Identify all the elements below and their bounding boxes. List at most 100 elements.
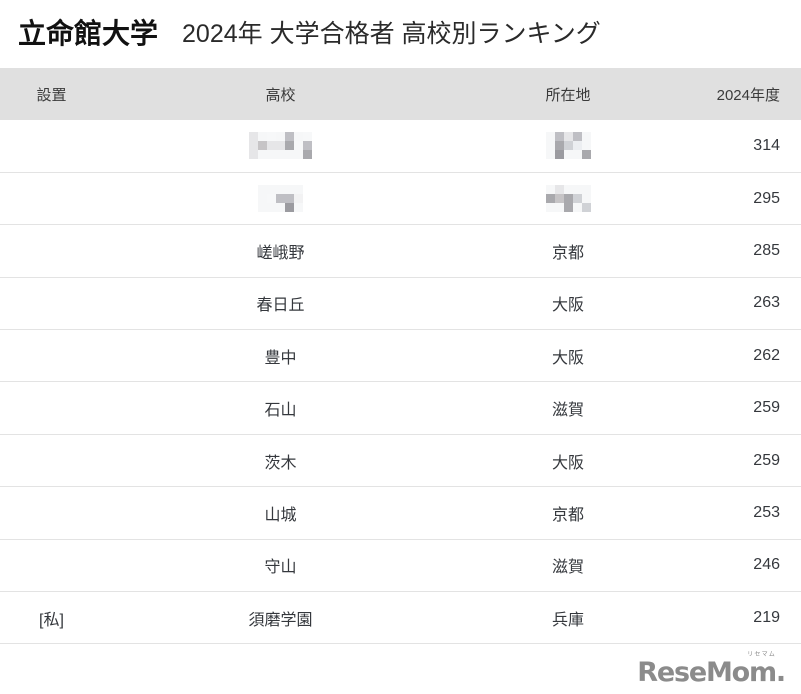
cell-count: 262 (753, 346, 780, 364)
mosaic-pixel (554, 203, 564, 213)
mosaic-pixel (294, 132, 303, 142)
mosaic-pixel (294, 141, 303, 151)
cell-prefecture: 兵庫 (551, 611, 584, 629)
mosaic-pixel (563, 203, 573, 213)
mosaic-pixel (267, 132, 276, 142)
cell-prefecture: 大阪 (551, 349, 584, 367)
table-row: 314 (0, 120, 801, 173)
cell-school: 守山 (264, 559, 297, 577)
mosaic-pixel (545, 150, 555, 160)
mosaic-pixel (249, 132, 258, 142)
mosaic-pixel (276, 194, 285, 204)
mosaic-pixel (581, 150, 591, 160)
mosaic-pixel (581, 185, 591, 195)
cell-prefecture: 滋賀 (551, 559, 584, 577)
mosaic-pixel (258, 194, 267, 204)
cell-school: 須磨学園 (248, 611, 313, 629)
mosaic-pixel (258, 141, 267, 151)
cell-prefecture: 京都 (551, 244, 584, 262)
mosaic-pixel (285, 194, 294, 204)
table-row: 守山 滋賀 246 (0, 539, 801, 592)
mosaic-pixel (572, 185, 582, 195)
cell-school: 石山 (264, 402, 297, 420)
mosaic-pixel (545, 185, 555, 195)
mosaic-pixel (285, 132, 294, 142)
mosaic-pixel (554, 132, 564, 142)
cell-school: 茨木 (264, 454, 297, 472)
column-header-prefecture: 所在地 (545, 86, 591, 104)
mosaic-pixel (563, 132, 573, 142)
mosaic-pixel (276, 132, 285, 142)
cell-prefecture (458, 120, 678, 172)
cell-type: [私] (39, 611, 64, 629)
cell-school: 春日丘 (256, 297, 305, 315)
mosaic-pixel (285, 203, 294, 213)
page-footer: リセマム ReseMom. (0, 644, 801, 693)
table-row: 石山 滋賀 259 (0, 381, 801, 435)
mosaic-pixel (572, 150, 582, 160)
mosaic-pixel (554, 150, 564, 160)
table-row: 豊中 大阪 262 (0, 329, 801, 382)
mosaic-pixel (563, 150, 573, 160)
mosaic-pixel (267, 185, 276, 195)
mosaic-pixel (581, 132, 591, 142)
mosaic-pixel (545, 194, 555, 204)
mosaic-pixel (572, 141, 582, 151)
mosaic-pixel (303, 150, 312, 160)
cell-type (0, 434, 103, 486)
mosaic-pixel (554, 185, 564, 195)
cell-count: 253 (753, 503, 780, 521)
mosaic-pixel (276, 150, 285, 160)
mosaic-pixel (249, 141, 258, 151)
mosaic-pixel (285, 141, 294, 151)
mosaic-pixel (554, 141, 564, 151)
mosaic-pixel (554, 194, 564, 204)
mosaic-pixel (545, 203, 555, 213)
resemom-logo: リセマム ReseMom. (637, 652, 786, 686)
mosaic-pixel (303, 132, 312, 142)
cell-type (0, 330, 103, 382)
mosaic-pixel (572, 132, 582, 142)
cell-type (0, 172, 103, 224)
cell-count: 219 (753, 608, 780, 626)
mosaic-pixel (581, 194, 591, 204)
mosaic-pixel (563, 194, 573, 204)
mosaic-pixel (267, 150, 276, 160)
cell-type (0, 225, 103, 277)
ranking-table: 設置 高校 所在地 2024年度 314 295 嵯峨野 京都 285 春日丘 大阪 263 豊… (0, 68, 801, 644)
table-body: 314 295 嵯峨野 京都 285 春日丘 大阪 263 豊中 大阪 262 石山 滋賀 259 茨木 大阪… (0, 120, 801, 644)
cell-count: 259 (753, 451, 780, 469)
mosaic-pixel (545, 141, 555, 151)
cell-prefecture (458, 172, 678, 224)
censored-mosaic (545, 185, 591, 213)
mosaic-pixel (545, 132, 555, 142)
cell-school (103, 120, 458, 172)
cell-count: 263 (753, 294, 780, 312)
mosaic-pixel (563, 185, 573, 195)
table-row: 嵯峨野 京都 285 (0, 224, 801, 278)
table-row: 山城 京都 253 (0, 486, 801, 540)
mosaic-pixel (294, 150, 303, 160)
mosaic-pixel (258, 150, 267, 160)
table-header: 設置 高校 所在地 2024年度 (0, 68, 801, 120)
mosaic-pixel (276, 141, 285, 151)
mosaic-pixel (581, 203, 591, 213)
table-row: 295 (0, 172, 801, 225)
logo-ruby-text: リセマム (747, 652, 776, 659)
page-subtitle: 2024年 大学合格者 高校別ランキング (182, 19, 601, 48)
cell-prefecture: 大阪 (551, 454, 584, 472)
cell-school: 嵯峨野 (256, 244, 305, 262)
mosaic-pixel (572, 194, 582, 204)
column-header-count: 2024年度 (716, 86, 780, 104)
mosaic-pixel (572, 203, 582, 213)
table-row: 春日丘 大阪 263 (0, 277, 801, 330)
table-row: [私] 須磨学園 兵庫 219 (0, 591, 801, 644)
mosaic-pixel (258, 132, 267, 142)
mosaic-pixel (276, 185, 285, 195)
cell-count: 285 (753, 241, 780, 259)
mosaic-pixel (267, 194, 276, 204)
cell-prefecture: 滋賀 (551, 402, 584, 420)
cell-count: 259 (753, 399, 780, 417)
mosaic-pixel (267, 141, 276, 151)
